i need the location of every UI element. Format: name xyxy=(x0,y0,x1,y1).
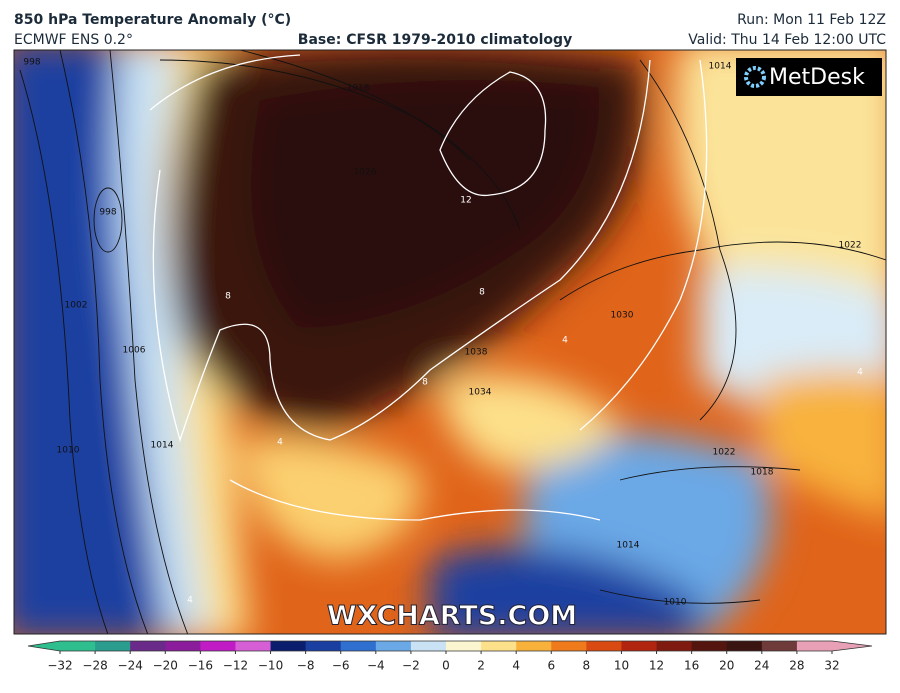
isobar-label: 1006 xyxy=(123,346,146,356)
title: 850 hPa Temperature Anomaly (°C) xyxy=(14,12,291,28)
colorbar-tick-label: 16 xyxy=(684,659,699,673)
isobar-label: 1018 xyxy=(751,468,774,478)
colorbar-segment xyxy=(375,641,412,651)
colorbar-segment xyxy=(130,641,166,651)
colorbar-tick-label: 28 xyxy=(789,659,804,673)
isobar-label: 1010 xyxy=(57,446,80,456)
colorbar-segment xyxy=(340,641,377,651)
anomaly-field xyxy=(14,50,886,634)
colorbar-tick-label: 0 xyxy=(442,659,450,673)
isobar-label: 1014 xyxy=(617,541,640,551)
colorbar-segment xyxy=(586,641,622,651)
colorbar-tick-label: −32 xyxy=(47,659,72,673)
colorbar-arrow-right xyxy=(832,641,872,651)
watermark: WXCHARTS.COM xyxy=(327,601,577,632)
colorbar-segment xyxy=(481,641,517,651)
colorbar-segment xyxy=(796,641,833,651)
colorbar-tick-label: −12 xyxy=(223,659,248,673)
anomaly-label: 4 xyxy=(277,438,283,448)
colorbar-tick-label: 6 xyxy=(547,659,555,673)
run: Run: Mon 11 Feb 12Z xyxy=(737,12,886,28)
isobar-label: 1010 xyxy=(664,598,687,608)
colorbar-tick-label: 20 xyxy=(719,659,734,673)
colorbar-tick-label: 4 xyxy=(512,659,520,673)
colorbar-arrow-left xyxy=(28,641,60,651)
isobar-label: 1014 xyxy=(709,62,732,72)
colorbar-segment xyxy=(621,641,658,651)
colorbar-segment xyxy=(691,641,728,651)
map-frame xyxy=(13,49,887,635)
logo-text: MetDesk xyxy=(769,65,865,90)
colorbar-tick-label: −28 xyxy=(82,659,107,673)
colorbar-tick-label: −24 xyxy=(118,659,143,673)
colorbar-tick-label: −10 xyxy=(258,659,283,673)
colorbar-segment xyxy=(60,641,96,651)
anomaly-label: 4 xyxy=(857,368,863,378)
colorbar-segment xyxy=(446,641,482,651)
colorbar-segment xyxy=(656,641,693,651)
isobar-label: 1002 xyxy=(65,301,88,311)
anomaly-label: 8 xyxy=(225,292,231,302)
anomaly-contours xyxy=(149,54,708,521)
colorbar-tick-label: 32 xyxy=(824,659,839,673)
isobars xyxy=(19,50,886,634)
isobar-label: 1022 xyxy=(713,448,736,458)
isobar-label: 998 xyxy=(23,58,40,68)
logo-box xyxy=(736,58,882,96)
colorbar-tick-label: 12 xyxy=(649,659,664,673)
valid: Valid: Thu 14 Feb 12:00 UTC xyxy=(688,32,886,48)
anomaly-label: 8 xyxy=(479,288,485,298)
colorbar-segment xyxy=(200,641,236,651)
colorbar-segment xyxy=(235,641,272,651)
anomaly-label: 8 xyxy=(422,378,428,388)
colorbar-tick-label: 10 xyxy=(614,659,629,673)
colorbar-tick-label: 8 xyxy=(583,659,591,673)
colorbar-segment xyxy=(165,641,201,651)
isobar-label: 1030 xyxy=(611,311,634,321)
colorbar-segment xyxy=(95,641,131,651)
anomaly-label: 4 xyxy=(187,596,193,606)
isobar-label: 1022 xyxy=(839,241,862,251)
colorbar-tick-label: −6 xyxy=(332,659,350,673)
colorbar-tick-label: −16 xyxy=(188,659,213,673)
logo: MetDesk xyxy=(736,58,882,96)
isobar-label: 1038 xyxy=(465,348,488,358)
colorbar-tick-label: −8 xyxy=(297,659,315,673)
logo-icon xyxy=(744,66,766,88)
isobar-label: 998 xyxy=(99,208,116,218)
isobar-label: 1034 xyxy=(469,388,492,398)
colorbar-tick-label: −2 xyxy=(402,659,420,673)
colorbar-segment xyxy=(726,641,763,651)
colorbar-segment xyxy=(761,641,798,651)
anomaly-label: 4 xyxy=(562,336,568,346)
base: Base: CFSR 1979-2010 climatology xyxy=(298,32,572,48)
colorbar-tick-label: −20 xyxy=(153,659,178,673)
colorbar-segment xyxy=(305,641,342,651)
anomaly-label: 12 xyxy=(460,196,471,206)
colorbar-segment xyxy=(551,641,587,651)
colorbar-segment xyxy=(516,641,552,651)
colorbar-tick-label: −4 xyxy=(367,659,385,673)
isobar-label: 1014 xyxy=(151,441,174,451)
colorbar-tick-label: 24 xyxy=(754,659,769,673)
colorbar-segment xyxy=(270,641,307,651)
isobar-label: 1026 xyxy=(354,168,377,178)
colorbar-segment xyxy=(410,641,447,651)
colorbar-tick-label: 2 xyxy=(477,659,485,673)
isobar-label: 1018 xyxy=(347,84,370,94)
model: ECMWF ENS 0.2° xyxy=(14,32,133,48)
